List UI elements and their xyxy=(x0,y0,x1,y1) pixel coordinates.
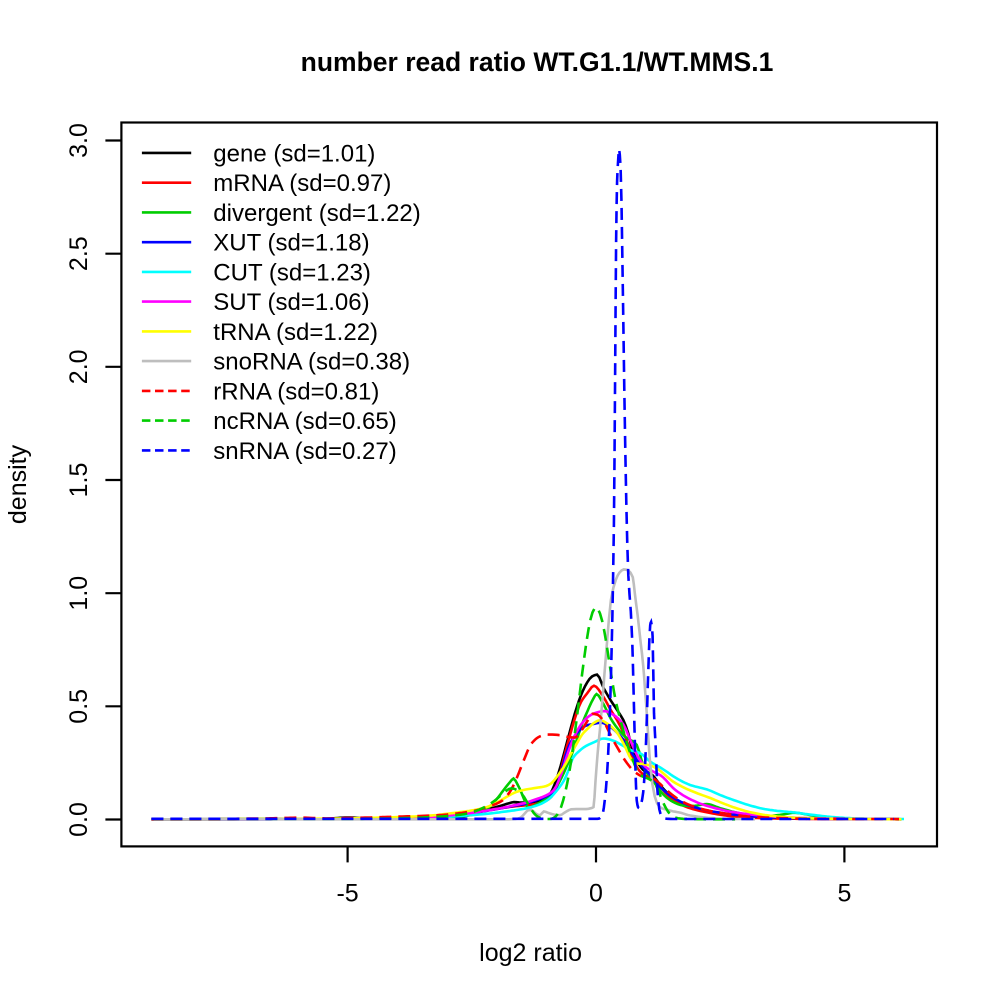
svg-text:density: density xyxy=(4,444,32,524)
svg-text:3.0: 3.0 xyxy=(65,123,93,158)
svg-text:1.5: 1.5 xyxy=(65,463,93,498)
svg-text:divergent (sd=1.22): divergent (sd=1.22) xyxy=(213,200,420,227)
svg-text:0.0: 0.0 xyxy=(65,802,93,837)
svg-text:CUT (sd=1.23): CUT (sd=1.23) xyxy=(213,259,371,286)
svg-text:0.5: 0.5 xyxy=(65,689,93,724)
svg-text:rRNA (sd=0.81): rRNA (sd=0.81) xyxy=(213,378,379,405)
svg-text:-5: -5 xyxy=(336,880,358,908)
svg-text:snoRNA (sd=0.38): snoRNA (sd=0.38) xyxy=(213,349,410,376)
svg-text:2.5: 2.5 xyxy=(65,236,93,271)
svg-text:5: 5 xyxy=(837,880,851,908)
svg-text:number read ratio WT.G1.1/WT.M: number read ratio WT.G1.1/WT.MMS.1 xyxy=(301,47,774,77)
svg-text:ncRNA (sd=0.65): ncRNA (sd=0.65) xyxy=(213,408,396,435)
svg-text:2.0: 2.0 xyxy=(65,349,93,384)
svg-text:log2 ratio: log2 ratio xyxy=(479,939,582,967)
svg-text:gene (sd=1.01): gene (sd=1.01) xyxy=(213,140,375,167)
svg-text:1.0: 1.0 xyxy=(65,576,93,611)
svg-text:SUT (sd=1.06): SUT (sd=1.06) xyxy=(213,289,369,316)
svg-text:XUT (sd=1.18): XUT (sd=1.18) xyxy=(213,230,369,257)
svg-text:0: 0 xyxy=(589,880,603,908)
svg-text:mRNA (sd=0.97): mRNA (sd=0.97) xyxy=(213,170,391,197)
svg-text:tRNA (sd=1.22): tRNA (sd=1.22) xyxy=(213,319,378,346)
svg-text:snRNA (sd=0.27): snRNA (sd=0.27) xyxy=(213,438,396,465)
